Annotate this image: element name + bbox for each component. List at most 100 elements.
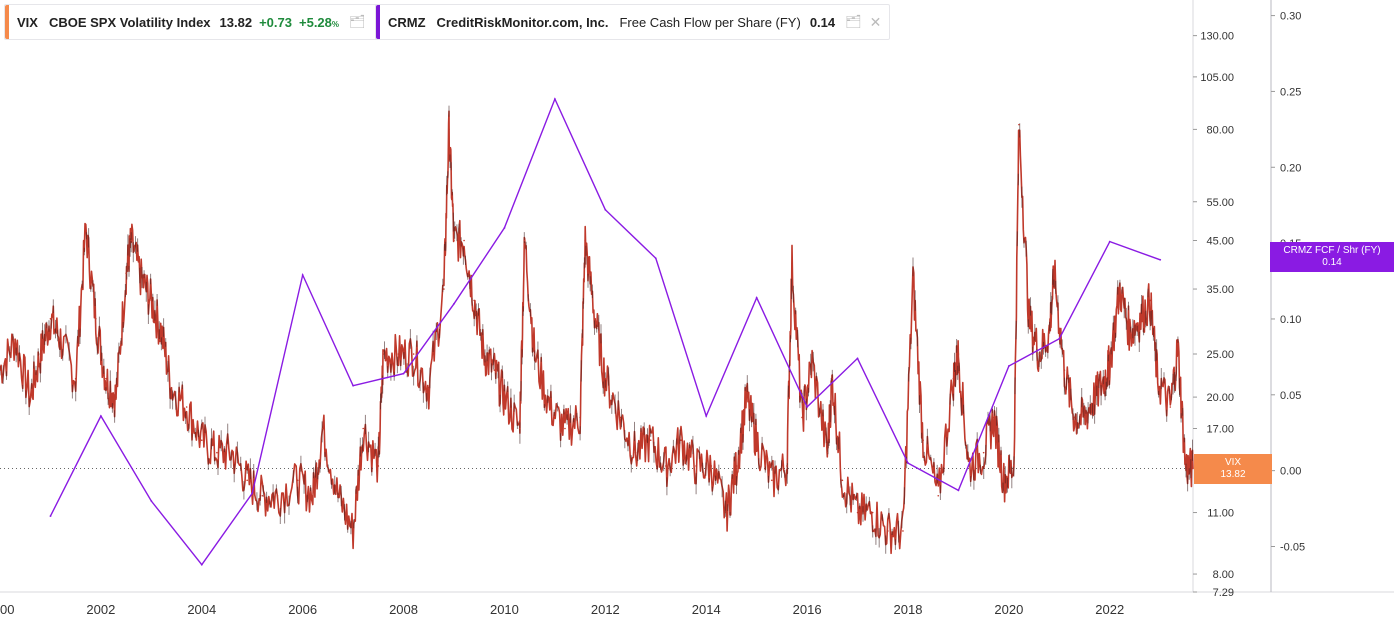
vix-point [902, 530, 904, 532]
vix-point [29, 396, 32, 398]
vix-tag-value: 13.82 [1220, 469, 1246, 481]
vix-point [150, 299, 153, 302]
x-tick-label: 2010 [490, 602, 519, 617]
crmz-point [604, 208, 607, 211]
vix-point [665, 465, 667, 467]
vix-color-bar [5, 5, 9, 39]
vix-point [725, 511, 728, 514]
vix-value-tag: VIX 13.82 [1194, 454, 1272, 485]
vix-point [982, 451, 985, 454]
vix-point [125, 272, 127, 274]
vix-point [579, 416, 581, 419]
vix-point [49, 318, 52, 320]
x-tick-label: 2002 [86, 602, 115, 617]
vix-point [231, 451, 233, 454]
chart-settings-icon[interactable]: 🗂 [349, 14, 366, 29]
crmz-symbol: CRMZ [388, 14, 426, 30]
vix-point [1129, 331, 1131, 333]
x-tick-label: 00 [0, 602, 14, 617]
crmz-point [150, 500, 153, 502]
crmz-point [503, 227, 506, 229]
right-tick-label: 0.10 [1280, 314, 1301, 326]
vix-point [604, 377, 607, 380]
crmz-legend[interactable]: CRMZ CreditRiskMonitor.com, Inc. Free Ca… [375, 4, 891, 40]
vix-point [261, 494, 264, 497]
crmz-point [402, 372, 405, 375]
close-icon[interactable]: ✕ [869, 13, 882, 30]
left-tick-label: 45.00 [1206, 236, 1234, 248]
vix-line [0, 110, 1194, 555]
vix-point [1139, 318, 1141, 320]
vix-symbol: VIX [17, 14, 38, 30]
vix-tag-label: VIX [1224, 457, 1242, 469]
vix-point [352, 530, 354, 532]
vix-point [276, 494, 279, 497]
chart-settings-icon[interactable]: 🗂 [845, 14, 862, 29]
vix-point [185, 406, 188, 408]
vix-point [1003, 479, 1005, 482]
vix-point [1149, 299, 1151, 302]
vix-point [311, 494, 314, 497]
vix-point [957, 353, 960, 355]
crmz-point [856, 357, 859, 360]
vix-point [745, 396, 748, 398]
x-tick-label: 2004 [187, 602, 216, 617]
vix-name: CBOE SPX Volatility Index [48, 14, 211, 30]
vix-point [377, 465, 380, 467]
crmz-point [49, 515, 52, 518]
vix-point [130, 239, 132, 242]
vix-point [1108, 361, 1111, 363]
x-tick-label: 2020 [994, 602, 1023, 617]
vix-point [922, 439, 924, 441]
crmz-point [907, 462, 909, 464]
left-tick-label: 7.29 [1213, 587, 1234, 599]
crmz-point [1007, 365, 1010, 367]
vix-point [937, 494, 940, 497]
right-tick-label: 0.20 [1280, 162, 1301, 174]
left-tick-label: 130.00 [1200, 31, 1234, 43]
vix-point [170, 386, 173, 389]
vix-point [483, 353, 486, 355]
crmz-value-tag: CRMZ FCF / Shr (FY) 0.14 [1270, 242, 1394, 272]
crmz-point [1108, 240, 1111, 243]
vix-point [473, 299, 475, 302]
x-tick-label: 2008 [389, 602, 418, 617]
vix-point [841, 479, 844, 482]
vix-point [755, 439, 758, 441]
crmz-point [453, 302, 455, 305]
left-tick-label: 20.00 [1206, 392, 1234, 404]
vix-point [1038, 353, 1040, 355]
vix-point [115, 396, 117, 398]
vix-point [84, 227, 87, 229]
crmz-point [1058, 337, 1061, 340]
crmz-point [705, 415, 708, 417]
crmz-company: CreditRiskMonitor.com, Inc. [436, 14, 609, 30]
crmz-point [301, 274, 304, 276]
vix-point [39, 353, 42, 355]
vix-point [362, 427, 364, 430]
vix-point [337, 494, 339, 497]
vix-point [680, 439, 682, 441]
vix-point [105, 377, 107, 380]
vix-candle-wicks [0, 105, 1193, 554]
vix-point [791, 262, 793, 265]
crmz-point [251, 492, 254, 495]
vix-point [1013, 465, 1015, 467]
crmz-metric: Free Cash Flow per Share (FY) [619, 14, 801, 30]
vix-point [584, 239, 586, 242]
vix-legend[interactable]: VIX CBOE SPX Volatility Index 13.82 +0.7… [4, 4, 395, 40]
vix-point [59, 338, 62, 340]
x-tick-label: 2006 [288, 602, 317, 617]
vix-change-pct: +5.28% [299, 14, 340, 30]
crmz-point [1159, 258, 1162, 261]
vix-point [503, 396, 506, 398]
vix-point [649, 439, 652, 441]
vix-point [801, 416, 803, 419]
vix-point [594, 318, 597, 320]
left-tick-label: 80.00 [1206, 124, 1234, 136]
vix-point [1177, 345, 1179, 348]
vix-point [14, 338, 16, 340]
left-price-axis: 130.00 105.00 80.00 55.00 45.00 35.00 25.00 20.… [1193, 31, 1234, 599]
vix-point [463, 239, 465, 242]
vix-point [95, 318, 97, 320]
